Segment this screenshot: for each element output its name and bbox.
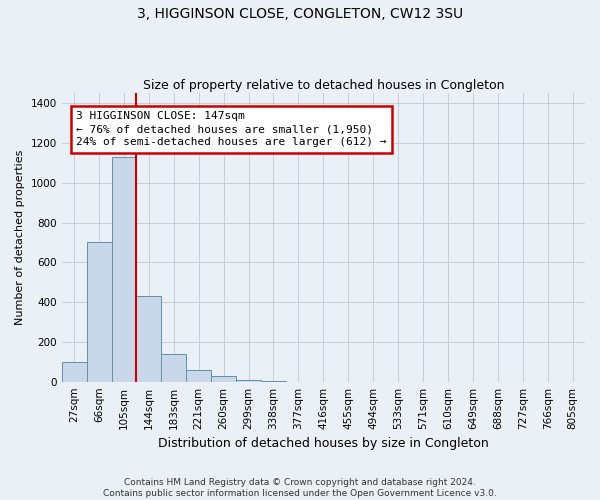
Bar <box>112 157 136 382</box>
Bar <box>62 362 86 382</box>
Bar <box>186 370 211 382</box>
Text: Contains HM Land Registry data © Crown copyright and database right 2024.
Contai: Contains HM Land Registry data © Crown c… <box>103 478 497 498</box>
X-axis label: Distribution of detached houses by size in Congleton: Distribution of detached houses by size … <box>158 437 489 450</box>
Title: Size of property relative to detached houses in Congleton: Size of property relative to detached ho… <box>143 79 504 92</box>
Y-axis label: Number of detached properties: Number of detached properties <box>15 150 25 325</box>
Text: 3, HIGGINSON CLOSE, CONGLETON, CW12 3SU: 3, HIGGINSON CLOSE, CONGLETON, CW12 3SU <box>137 8 463 22</box>
Bar <box>261 380 286 382</box>
Bar <box>86 242 112 382</box>
Bar <box>161 354 186 382</box>
Bar <box>236 380 261 382</box>
Bar <box>211 376 236 382</box>
Text: 3 HIGGINSON CLOSE: 147sqm
← 76% of detached houses are smaller (1,950)
24% of se: 3 HIGGINSON CLOSE: 147sqm ← 76% of detac… <box>76 111 386 148</box>
Bar <box>136 296 161 382</box>
